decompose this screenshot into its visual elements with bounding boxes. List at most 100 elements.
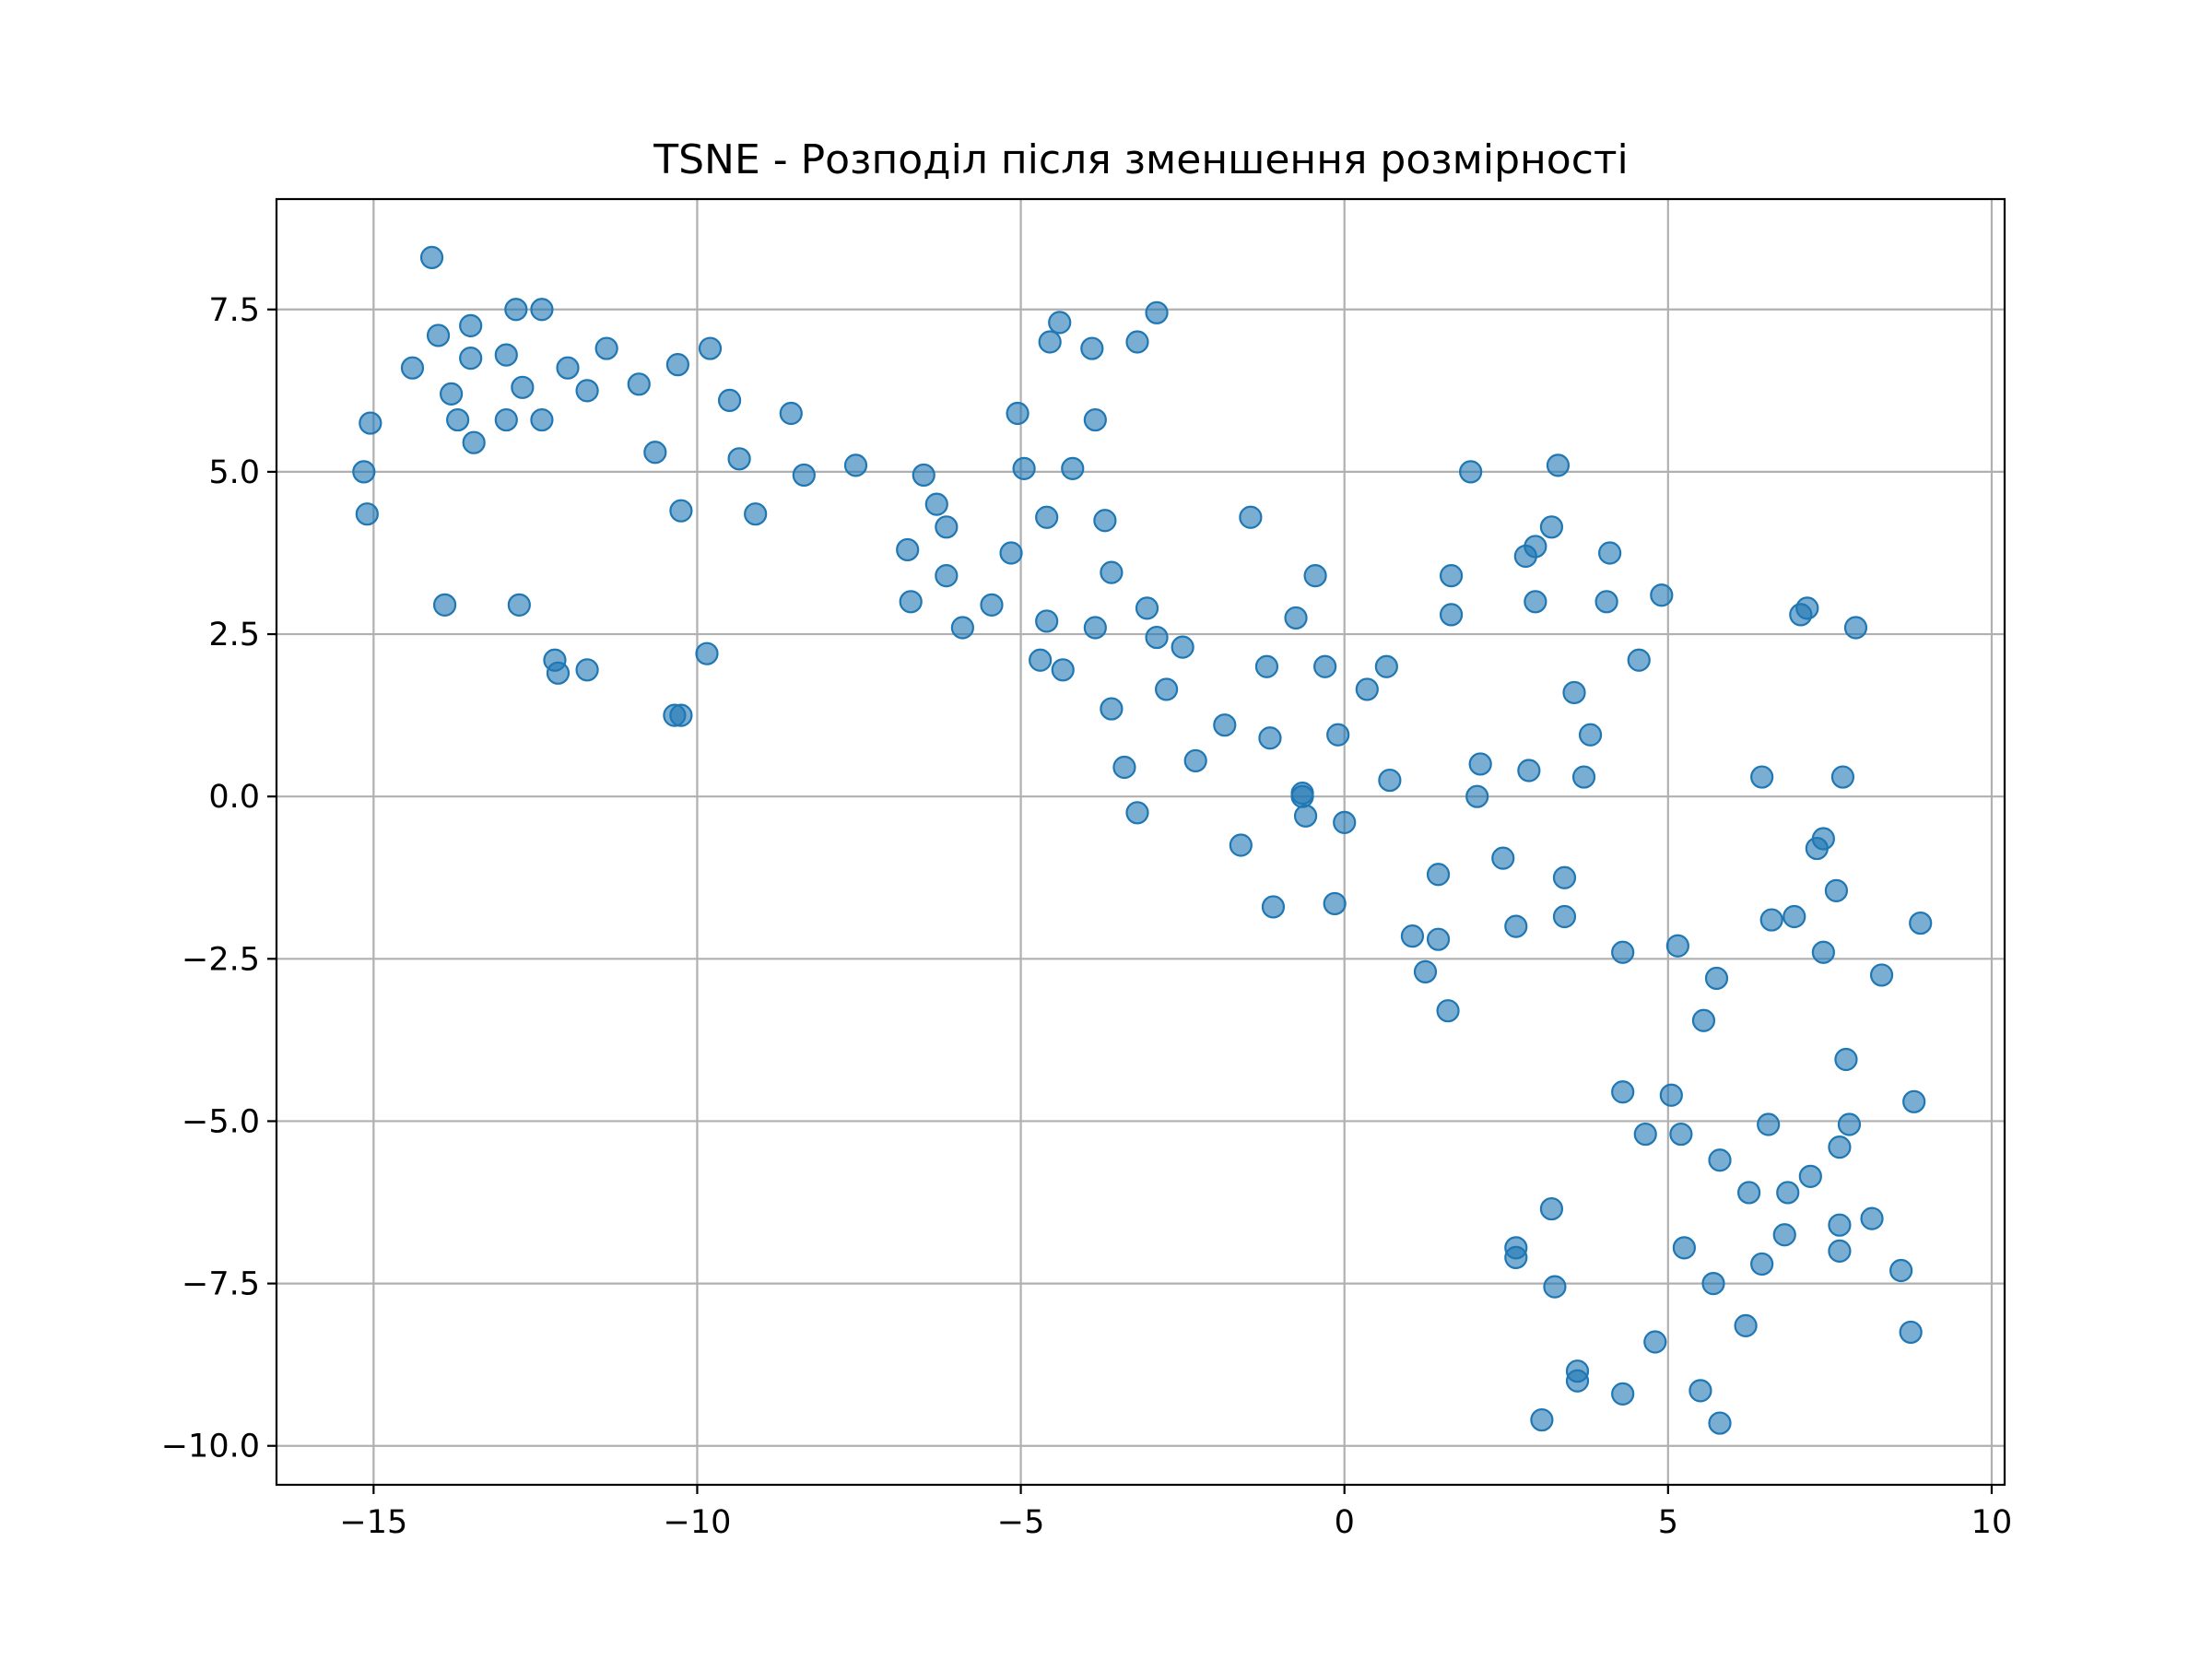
data-point: [1750, 1252, 1774, 1277]
x-tick-label: 0: [1335, 1504, 1355, 1541]
data-point: [1633, 1122, 1657, 1147]
data-point: [1830, 765, 1855, 789]
data-point: [546, 661, 571, 685]
data-point: [1378, 768, 1402, 793]
data-point: [1290, 782, 1314, 806]
data-point: [1669, 1122, 1693, 1147]
data-point: [1293, 804, 1318, 828]
data-point: [1313, 654, 1337, 678]
data-point: [1261, 895, 1286, 919]
data-point: [1135, 596, 1159, 620]
y-tick-label: 2.5: [208, 617, 260, 653]
data-point: [1284, 606, 1308, 630]
data-point: [1035, 609, 1059, 633]
x-tick-label: 5: [1658, 1504, 1678, 1541]
data-point: [1552, 865, 1577, 889]
data-point: [1468, 752, 1492, 776]
data-point: [1355, 677, 1379, 701]
data-point: [1093, 509, 1117, 533]
data-point: [1828, 1135, 1852, 1159]
data-point: [1860, 1206, 1884, 1230]
data-point: [1776, 1181, 1800, 1205]
data-point: [1258, 726, 1282, 750]
data-point: [1051, 658, 1075, 682]
data-point: [556, 356, 580, 380]
data-point: [792, 463, 816, 488]
grid-lines: [276, 199, 2005, 1485]
data-point: [1708, 1411, 1732, 1435]
data-point: [1400, 924, 1425, 948]
data-point: [1524, 535, 1547, 559]
data-point: [1737, 1181, 1761, 1205]
data-point: [1145, 625, 1169, 650]
data-point: [1465, 784, 1489, 808]
data-point: [507, 593, 531, 617]
x-tick-label: −10: [664, 1504, 732, 1541]
data-point: [1562, 680, 1586, 705]
data-point: [1869, 963, 1894, 987]
data-point: [1691, 1008, 1716, 1032]
data-point: [1565, 1369, 1590, 1393]
data-point: [1889, 1258, 1913, 1283]
data-point: [459, 313, 483, 337]
data-point: [1035, 505, 1059, 529]
data-point: [843, 453, 868, 477]
data-point: [1902, 1089, 1926, 1113]
data-point: [669, 703, 693, 727]
data-point: [1759, 908, 1783, 932]
data-point: [1824, 878, 1849, 902]
data-point: [1229, 833, 1253, 857]
data-point: [1708, 1148, 1732, 1172]
data-point: [1734, 1313, 1758, 1337]
data-point: [494, 407, 518, 432]
data-point: [744, 502, 768, 526]
data-point: [575, 379, 599, 403]
data-point: [1038, 330, 1062, 354]
data-point: [669, 499, 693, 523]
data-point: [935, 564, 959, 588]
data-point: [1611, 1080, 1635, 1104]
data-point: [1611, 1382, 1635, 1406]
y-axis-ticks: −10.0 −7.5 −5.0 −2.5 0.0 2.5 5.0 7.5: [161, 292, 276, 1465]
data-point: [1650, 583, 1674, 607]
data-point: [1546, 453, 1571, 477]
data-point: [594, 336, 618, 360]
data-point: [1436, 999, 1460, 1023]
data-point: [1524, 590, 1547, 614]
data-point: [1828, 1213, 1852, 1237]
data-point: [1783, 904, 1806, 929]
data-point: [1083, 407, 1107, 432]
data-point: [1080, 336, 1104, 360]
data-point: [665, 353, 689, 377]
data-point: [1659, 1083, 1683, 1107]
data-point: [1757, 1112, 1781, 1136]
data-point: [1701, 1271, 1725, 1296]
data-point: [1504, 1236, 1528, 1260]
data-point: [494, 343, 518, 367]
data-point: [950, 616, 974, 640]
data-point: [1899, 1320, 1923, 1345]
data-point: [1125, 801, 1149, 825]
data-point: [459, 347, 483, 371]
data-point: [1672, 1236, 1696, 1260]
chart-title: TSNE - Розподіл після зменшення розмірно…: [653, 136, 1629, 183]
data-point: [1795, 596, 1819, 620]
data-point: [1594, 590, 1618, 614]
data-point: [1012, 456, 1036, 480]
data-point: [1517, 759, 1541, 782]
data-point: [1611, 940, 1635, 964]
data-point: [1843, 616, 1868, 640]
data-point: [1006, 401, 1030, 426]
data-point: [530, 298, 554, 322]
data-point: [440, 382, 464, 406]
data-point: [1543, 1275, 1567, 1299]
data-point: [1798, 1164, 1822, 1188]
data-point: [896, 537, 920, 562]
data-point: [912, 463, 935, 488]
data-point: [1811, 940, 1835, 964]
data-point: [1029, 648, 1053, 672]
data-point: [1100, 560, 1124, 584]
data-point: [1459, 460, 1483, 484]
data-point: [1171, 635, 1194, 659]
data-point: [1539, 1196, 1564, 1221]
